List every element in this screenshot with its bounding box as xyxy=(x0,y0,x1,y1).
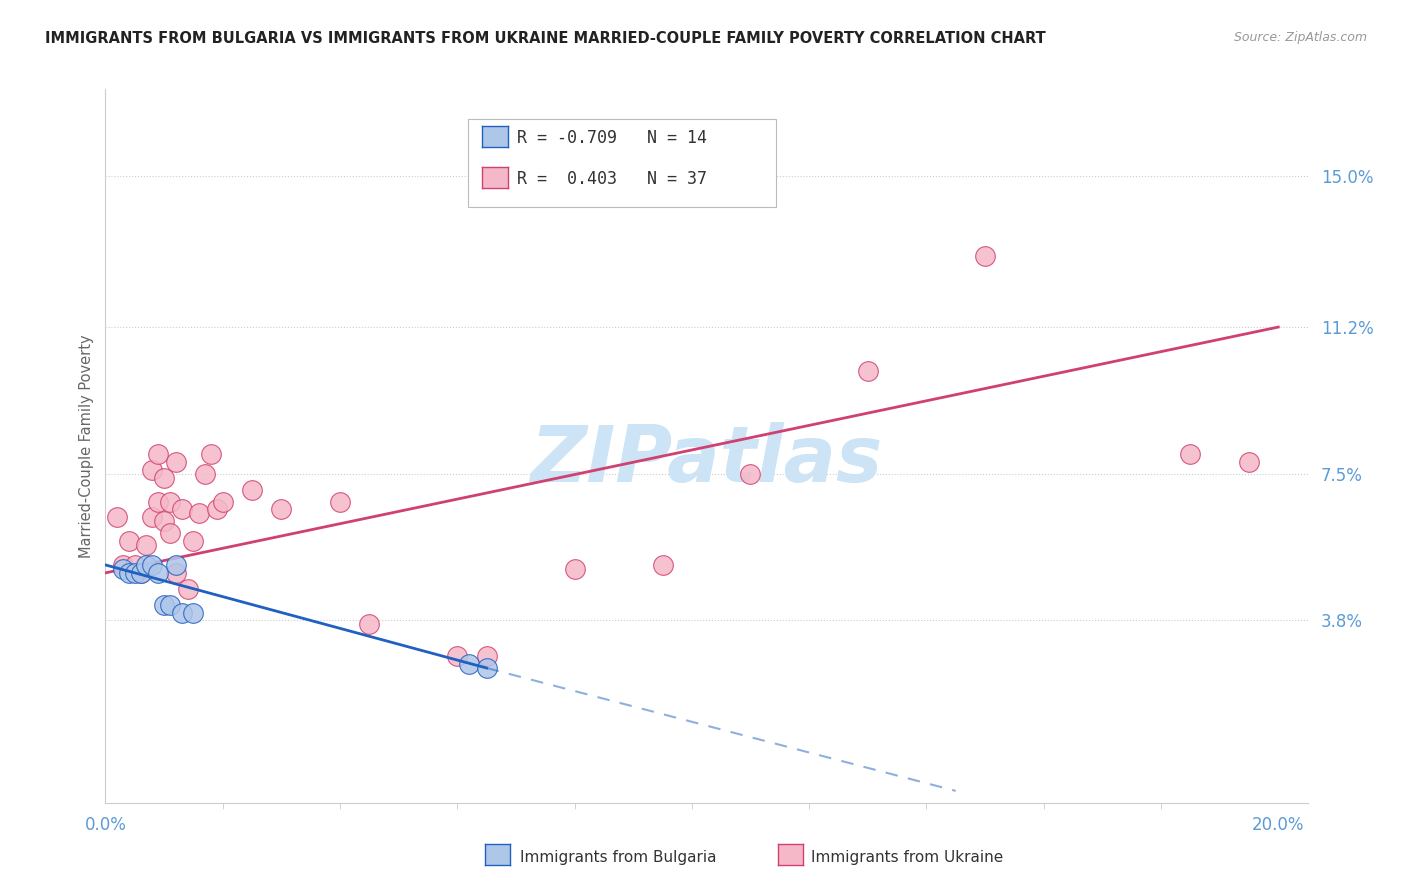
Point xyxy=(856,364,879,378)
Point xyxy=(159,598,181,612)
Point xyxy=(124,566,146,580)
Point xyxy=(170,606,193,620)
Point xyxy=(170,502,193,516)
Text: R =  0.403   N = 37: R = 0.403 N = 37 xyxy=(517,170,707,188)
Point xyxy=(129,566,152,580)
Text: Source: ZipAtlas.com: Source: ZipAtlas.com xyxy=(1233,31,1367,45)
Point xyxy=(148,494,170,508)
Point xyxy=(135,538,157,552)
Point xyxy=(141,510,163,524)
Point xyxy=(1237,455,1260,469)
Point xyxy=(651,558,673,572)
Point xyxy=(475,661,498,675)
Point xyxy=(135,558,157,572)
Point xyxy=(105,510,128,524)
Point xyxy=(118,534,141,549)
Point xyxy=(740,467,762,481)
Text: R = -0.709   N = 14: R = -0.709 N = 14 xyxy=(517,129,707,147)
Point xyxy=(458,657,481,671)
Point xyxy=(240,483,263,497)
Point xyxy=(183,534,205,549)
Text: ZIPatlas: ZIPatlas xyxy=(530,422,883,499)
Point xyxy=(165,455,187,469)
Point xyxy=(159,526,181,541)
Point xyxy=(141,558,163,572)
Point xyxy=(112,558,135,572)
Point xyxy=(118,566,141,580)
Point xyxy=(124,558,146,572)
Text: Immigrants from Ukraine: Immigrants from Ukraine xyxy=(811,850,1004,864)
Point xyxy=(475,649,498,664)
Point xyxy=(194,467,217,481)
Point xyxy=(148,566,170,580)
Point xyxy=(176,582,198,596)
Point xyxy=(165,558,187,572)
Point xyxy=(270,502,292,516)
Point xyxy=(153,514,176,528)
Point xyxy=(165,566,187,580)
Point xyxy=(148,447,170,461)
Point xyxy=(183,606,205,620)
Point xyxy=(188,507,211,521)
Point xyxy=(141,463,163,477)
Point xyxy=(974,249,997,263)
Point xyxy=(129,566,152,580)
Point xyxy=(446,649,468,664)
Point xyxy=(200,447,222,461)
Point xyxy=(1180,447,1202,461)
Point xyxy=(211,494,233,508)
Point xyxy=(564,562,586,576)
Text: Immigrants from Bulgaria: Immigrants from Bulgaria xyxy=(520,850,717,864)
Y-axis label: Married-Couple Family Poverty: Married-Couple Family Poverty xyxy=(79,334,94,558)
Point xyxy=(329,494,352,508)
Text: IMMIGRANTS FROM BULGARIA VS IMMIGRANTS FROM UKRAINE MARRIED-COUPLE FAMILY POVERT: IMMIGRANTS FROM BULGARIA VS IMMIGRANTS F… xyxy=(45,31,1046,46)
Point xyxy=(153,471,176,485)
Point xyxy=(159,494,181,508)
Point xyxy=(359,617,381,632)
Point xyxy=(112,562,135,576)
Point xyxy=(205,502,228,516)
Point xyxy=(153,598,176,612)
